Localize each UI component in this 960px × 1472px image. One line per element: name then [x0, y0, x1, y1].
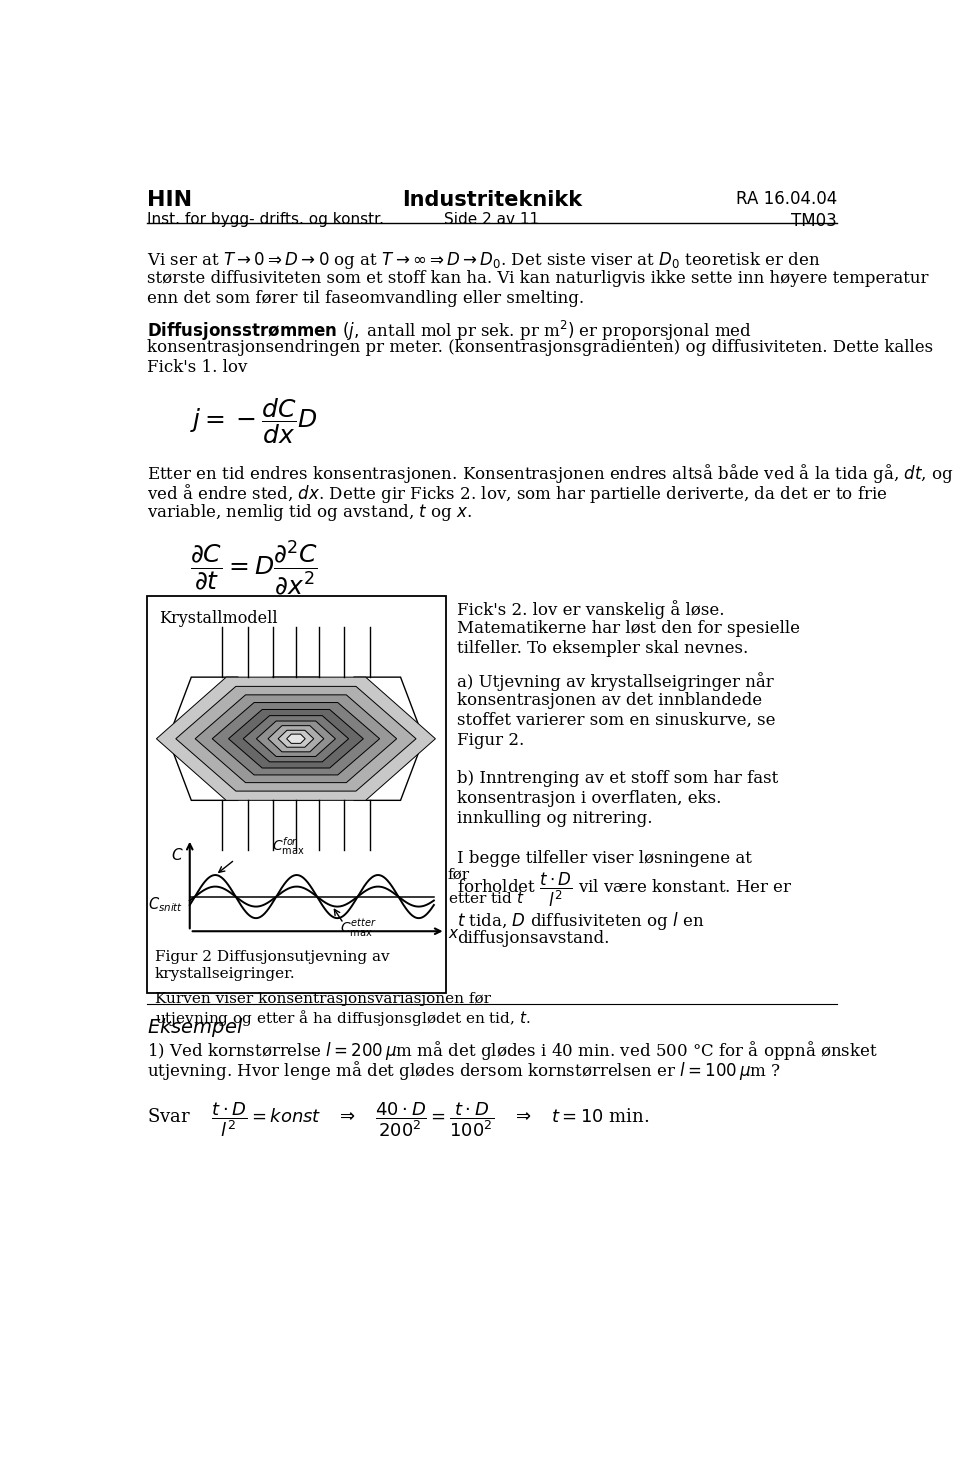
Text: $\mathit{Eksempel}$: $\mathit{Eksempel}$	[147, 1016, 244, 1039]
Text: Kurven viser konsentrasjonsvariasjonen før: Kurven viser konsentrasjonsvariasjonen f…	[155, 992, 491, 1005]
Polygon shape	[168, 677, 261, 801]
Text: $j = -\dfrac{dC}{dx}D$: $j = -\dfrac{dC}{dx}D$	[190, 396, 318, 446]
Text: Figur 2.: Figur 2.	[457, 732, 524, 749]
Polygon shape	[256, 721, 335, 757]
Text: TM03: TM03	[791, 212, 837, 230]
Text: b) Inntrenging av et stoff som har fast: b) Inntrenging av et stoff som har fast	[457, 770, 779, 788]
Text: innkulling og nitrering.: innkulling og nitrering.	[457, 811, 653, 827]
Text: ved å endre sted, $dx$. Dette gir Ficks 2. lov, som har partielle deriverte, da : ved å endre sted, $dx$. Dette gir Ficks …	[147, 481, 888, 505]
Text: Fick's 2. lov er vanskelig å løse.: Fick's 2. lov er vanskelig å løse.	[457, 601, 725, 620]
Bar	[147, 596, 445, 992]
Text: Etter en tid endres konsentrasjonen. Konsentrasjonen endres altså både ved å la : Etter en tid endres konsentrasjonen. Kon…	[147, 462, 953, 484]
Text: $C_{\mathit{snitt}}$: $C_{\mathit{snitt}}$	[149, 895, 183, 914]
Text: Svar    $\dfrac{t \cdot D}{l^2} = \mathit{konst}$   $\Rightarrow$   $\dfrac{40 \: Svar $\dfrac{t \cdot D}{l^2} = \mathit{k…	[147, 1101, 650, 1139]
Polygon shape	[331, 677, 423, 801]
Polygon shape	[156, 677, 436, 801]
Text: konsentrasjonsendringen pr meter. (konsentrasjonsgradienten) og diffusiviteten. : konsentrasjonsendringen pr meter. (konse…	[147, 339, 933, 356]
Text: konsentrasjon i overflaten, eks.: konsentrasjon i overflaten, eks.	[457, 790, 722, 807]
Polygon shape	[268, 726, 324, 752]
Text: HIN: HIN	[147, 190, 192, 210]
Text: utjevning. Hvor lenge må det glødes dersom kornstørrelsen er $l = 100\,\mu$m ?: utjevning. Hvor lenge må det glødes ders…	[147, 1058, 781, 1082]
Text: utjevning og etter å ha diffusjonsglødet en tid, $t$.: utjevning og etter å ha diffusjonsglødet…	[155, 1008, 531, 1029]
Text: I begge tilfeller viser løsningene at: I begge tilfeller viser løsningene at	[457, 851, 752, 867]
Text: Side 2 av 11: Side 2 av 11	[444, 212, 540, 227]
Polygon shape	[243, 715, 348, 762]
Polygon shape	[176, 686, 416, 790]
Polygon shape	[228, 710, 363, 768]
Polygon shape	[278, 730, 314, 748]
Text: $C_{\max}^{\mathit{etter}}$: $C_{\max}^{\mathit{etter}}$	[340, 917, 376, 939]
Text: forholdet $\dfrac{t \cdot D}{l^2}$ vil være konstant. Her er: forholdet $\dfrac{t \cdot D}{l^2}$ vil v…	[457, 870, 793, 908]
Text: Inst. for bygg- drifts. og konstr.: Inst. for bygg- drifts. og konstr.	[147, 212, 384, 227]
Text: etter tid $t$: etter tid $t$	[447, 891, 524, 907]
Text: før: før	[447, 867, 470, 882]
Text: tilfeller. To eksempler skal nevnes.: tilfeller. To eksempler skal nevnes.	[457, 640, 749, 657]
Text: Fick's 1. lov: Fick's 1. lov	[147, 359, 248, 377]
Text: $\mathbf{Diffusjonsstr\o mmen}$ $(j,$ antall mol pr sek. pr m$^2)$ er proporsjon: $\mathbf{Diffusjonsstr\o mmen}$ $(j,$ an…	[147, 319, 752, 343]
Polygon shape	[212, 702, 379, 774]
Text: $C$: $C$	[171, 846, 183, 863]
Text: Vi ser at $T \rightarrow 0 \Rightarrow D \rightarrow 0$ og at $T \rightarrow \in: Vi ser at $T \rightarrow 0 \Rightarrow D…	[147, 250, 821, 271]
Text: stoffet varierer som en sinuskurve, se: stoffet varierer som en sinuskurve, se	[457, 712, 776, 729]
Text: variable, nemlig tid og avstand, $t$ og $x$.: variable, nemlig tid og avstand, $t$ og …	[147, 502, 472, 523]
Text: Industriteknikk: Industriteknikk	[402, 190, 582, 210]
Text: $t$ tida, $D$ diffusiviteten og $l$ en: $t$ tida, $D$ diffusiviteten og $l$ en	[457, 911, 705, 932]
Text: diffusjonsavstand.: diffusjonsavstand.	[457, 930, 610, 948]
Text: Krystallmodell: Krystallmodell	[158, 611, 277, 627]
Polygon shape	[287, 735, 305, 743]
Text: enn det som fører til faseomvandling eller smelting.: enn det som fører til faseomvandling ell…	[147, 290, 585, 306]
Text: Matematikerne har løst den for spesielle: Matematikerne har løst den for spesielle	[457, 620, 800, 637]
Text: $\dfrac{\partial C}{\partial t} = D\dfrac{\partial^2 C}{\partial x^2}$: $\dfrac{\partial C}{\partial t} = D\dfra…	[190, 539, 318, 598]
Polygon shape	[250, 677, 343, 801]
Text: konsentrasjonen av det innblandede: konsentrasjonen av det innblandede	[457, 692, 762, 710]
Text: krystallseigringer.: krystallseigringer.	[155, 967, 296, 980]
Text: a) Utjevning av krystallseigringer når: a) Utjevning av krystallseigringer når	[457, 673, 774, 692]
Text: Figur 2 Diffusjonsutjevning av: Figur 2 Diffusjonsutjevning av	[155, 951, 390, 964]
Text: 1) Ved kornstørrelse $l = 200\,\mu$m må det glødes i 40 min. ved 500 °C for å op: 1) Ved kornstørrelse $l = 200\,\mu$m må …	[147, 1039, 878, 1061]
Text: RA 16.04.04: RA 16.04.04	[735, 190, 837, 209]
Text: $C_{\max}^{\mathit{for}}$: $C_{\max}^{\mathit{for}}$	[272, 835, 304, 857]
Text: største diffusiviteten som et stoff kan ha. Vi kan naturligvis ikke sette inn hø: største diffusiviteten som et stoff kan …	[147, 269, 928, 287]
Text: $x$: $x$	[447, 927, 460, 942]
Polygon shape	[195, 695, 396, 783]
